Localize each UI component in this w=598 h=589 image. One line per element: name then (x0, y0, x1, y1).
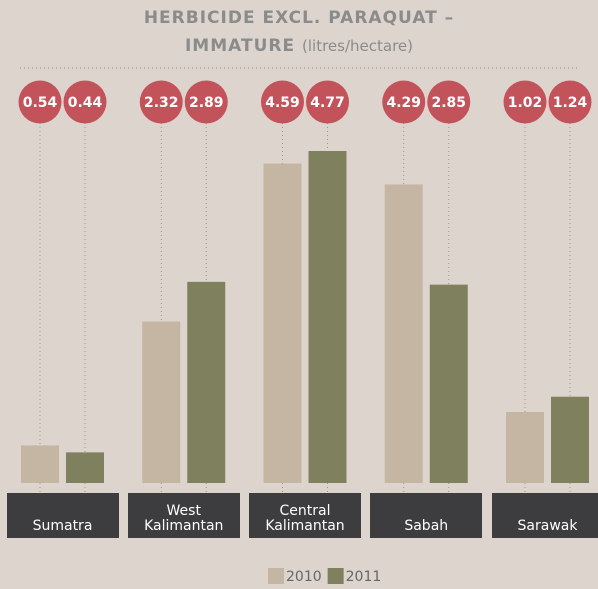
bar (506, 412, 544, 483)
legend-swatch (268, 568, 284, 584)
bar (142, 321, 181, 483)
bar (308, 151, 347, 483)
legend-label: 2010 (286, 569, 322, 585)
value-label: 2.32 (144, 95, 179, 111)
category-box: West Kalimantan (127, 493, 240, 538)
value-badge (18, 80, 62, 124)
x-tick-label: West Kalimantan (144, 503, 224, 534)
value-badge (427, 80, 471, 124)
legend-label: 2011 (346, 569, 382, 585)
legend-swatch (327, 568, 344, 584)
x-tick-label: Sarawak (517, 518, 578, 534)
category-box: Sarawak (491, 493, 598, 538)
subtitle: (litres/hectare) (302, 37, 413, 55)
value-label: 1.24 (553, 95, 588, 111)
value-badge (548, 80, 592, 124)
value-badge (139, 80, 183, 124)
value-label: 1.02 (508, 95, 543, 111)
bar (66, 452, 104, 483)
category-box: Sumatra (6, 493, 119, 538)
bar (384, 184, 423, 483)
value-label: 0.54 (23, 95, 58, 111)
value-badge (503, 80, 547, 124)
x-tick-label: Sumatra (32, 518, 93, 534)
value-label: 2.85 (431, 95, 466, 111)
title-line-2: IMMATURE (litres/hectare) (0, 36, 598, 56)
category-box: Central Kalimantan (249, 493, 361, 538)
bar (21, 445, 59, 483)
value-label: 2.89 (189, 95, 224, 111)
bar (187, 281, 226, 483)
value-badge (382, 80, 426, 124)
value-label: 4.77 (310, 95, 345, 111)
value-badge (184, 80, 228, 124)
value-badge (306, 80, 349, 124)
value-badge (261, 80, 304, 124)
category-box: Sabah (370, 493, 483, 538)
value-label: 0.44 (68, 95, 103, 111)
x-tick-label: Sabah (404, 518, 449, 534)
bar (551, 396, 589, 483)
x-tick-label: Central Kalimantan (265, 503, 345, 534)
title-line: HERBICIDE EXCL. PARAQUAT – (143, 8, 455, 28)
bar (263, 163, 302, 483)
bar (429, 284, 468, 483)
value-badge (63, 80, 107, 124)
title-line: IMMATURE (184, 36, 296, 56)
value-label: 4.59 (265, 95, 300, 111)
value-label: 4.29 (386, 95, 421, 111)
